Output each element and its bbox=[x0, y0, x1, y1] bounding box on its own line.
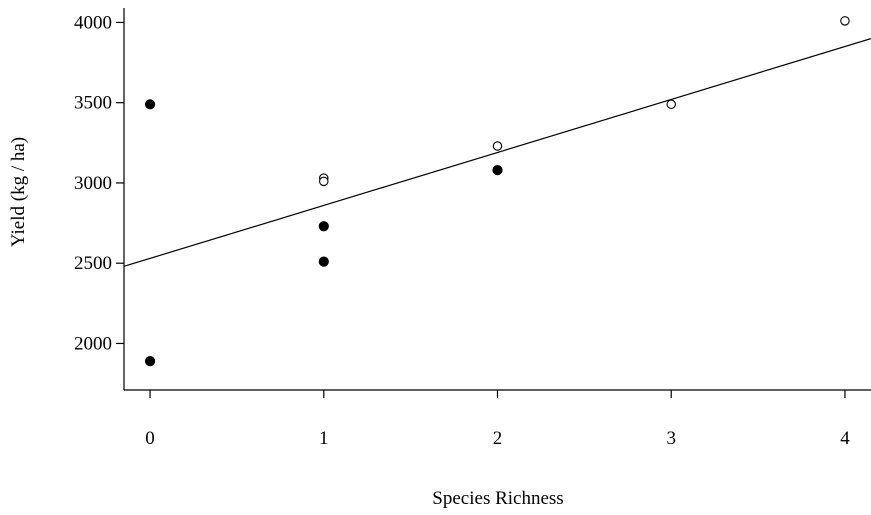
x-tick-label: 2 bbox=[493, 428, 503, 449]
filled-data-point bbox=[144, 99, 156, 110]
filled-data-point bbox=[318, 256, 329, 267]
open-data-point bbox=[840, 16, 850, 26]
x-tick-label: 0 bbox=[145, 428, 155, 449]
open-data-point bbox=[319, 176, 329, 187]
y-tick-label: 2000 bbox=[74, 333, 112, 354]
x-tick-label: 3 bbox=[666, 428, 676, 449]
data-points bbox=[144, 16, 850, 367]
y-axis-label: Yield (kg / ha) bbox=[8, 137, 29, 247]
y-tick-label: 3500 bbox=[74, 93, 112, 114]
filled-data-point bbox=[318, 221, 329, 232]
x-axis-label: Species Richness bbox=[432, 488, 563, 509]
plot-area: 2000 2500 3000 3500 4000 0 1 2 3 4 bbox=[74, 8, 871, 449]
filled-data-point bbox=[492, 165, 503, 176]
open-data-point bbox=[666, 99, 676, 110]
x-axis-ticks: 0 1 2 3 4 bbox=[145, 390, 850, 449]
y-tick-label: 2500 bbox=[74, 253, 112, 274]
y-tick-label: 3000 bbox=[74, 173, 112, 194]
y-axis-ticks: 2000 2500 3000 3500 4000 bbox=[74, 12, 124, 354]
open-data-point bbox=[492, 141, 503, 151]
filled-data-point bbox=[144, 356, 156, 367]
regression-line bbox=[123, 38, 871, 267]
x-tick-label: 4 bbox=[840, 428, 850, 449]
y-tick-label: 4000 bbox=[74, 12, 112, 33]
x-tick-label: 1 bbox=[319, 428, 329, 449]
